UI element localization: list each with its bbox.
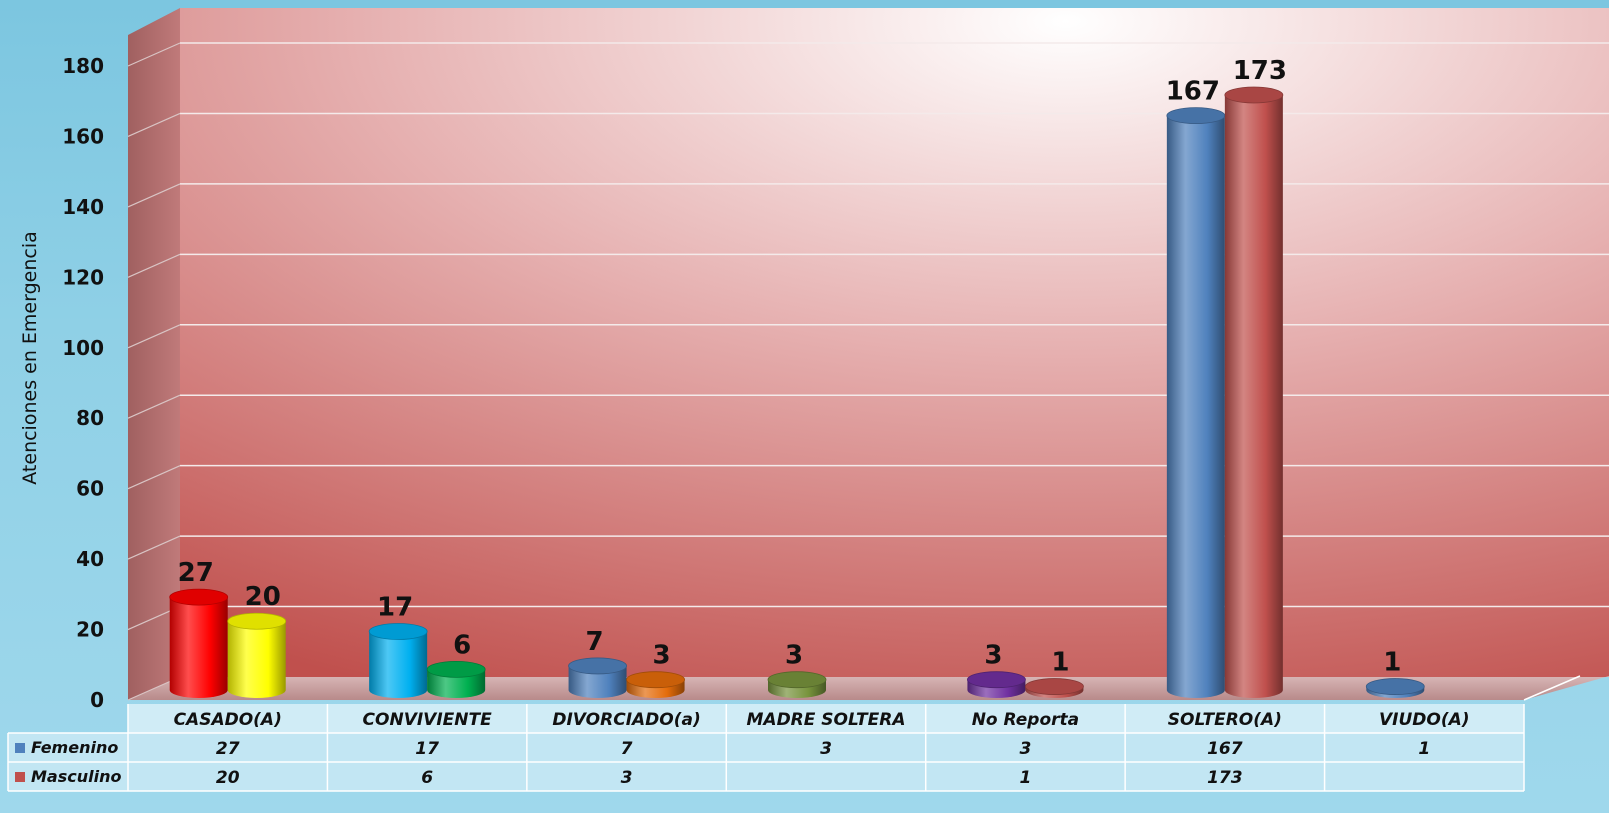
bar-top [967, 671, 1026, 689]
bar-top [626, 671, 685, 689]
table-cell: 17 [415, 739, 439, 759]
category-label: CONVIVIENTE [363, 710, 493, 730]
data-label: 3 [653, 641, 671, 671]
y-tick-label: 40 [76, 547, 104, 571]
legend-label-masculino: Masculino [31, 767, 121, 786]
bar-body [1166, 115, 1225, 698]
table-cell: 167 [1207, 739, 1243, 759]
data-label: 1 [1383, 648, 1401, 678]
table-cell: 1 [1418, 739, 1430, 759]
legend-swatch-femenino [15, 743, 25, 753]
gridline-side [127, 253, 181, 278]
category-label: DIVORCIADO(a) [552, 710, 700, 730]
bar-masculino [1025, 678, 1084, 698]
bar-top [1365, 678, 1425, 695]
table-cell: 1 [1020, 768, 1032, 788]
data-label: 17 [377, 593, 413, 623]
bar-femenino [967, 671, 1026, 698]
data-label: 167 [1166, 77, 1220, 107]
bar-top [767, 671, 827, 689]
legend-swatch-masculino [15, 772, 25, 782]
data-label: 1 [1051, 648, 1069, 678]
data-label: 7 [586, 627, 604, 657]
gridline-side [127, 465, 181, 490]
data-label: 20 [245, 582, 281, 612]
table-cell: 7 [621, 739, 633, 759]
table-cell: 27 [216, 739, 240, 759]
bar-femenino [1365, 678, 1425, 698]
y-tick-label: 60 [76, 477, 104, 501]
table-header-row [128, 704, 1524, 733]
category-label: VIUDO(A) [1379, 710, 1470, 730]
gridline-side [127, 112, 181, 137]
bar-masculino [626, 671, 685, 698]
y-axis-label: Atenciones en Emergencia [19, 231, 41, 484]
bar-top [368, 623, 428, 640]
legend-label-femenino: Femenino [31, 738, 118, 757]
gridline-side [127, 42, 181, 67]
bar-femenino [1166, 107, 1226, 698]
bar-body [1224, 95, 1283, 698]
gridline-side [127, 535, 181, 560]
y-tick-label: 20 [76, 618, 104, 642]
bar-femenino [169, 588, 229, 698]
table-cell: 20 [216, 768, 240, 788]
bar-top [426, 660, 486, 678]
y-tick-label: 180 [62, 54, 104, 78]
data-label: 3 [785, 641, 803, 671]
back-wall [180, 8, 1609, 677]
plot-walls [128, 8, 1609, 700]
bar-body [568, 665, 627, 698]
table-cell: 3 [621, 768, 633, 788]
bar-body [169, 597, 228, 698]
bar-masculino [426, 660, 486, 698]
category-label: CASADO(A) [174, 710, 282, 730]
bar-body [227, 621, 286, 698]
gridline-side [127, 183, 181, 208]
bar-top [1224, 86, 1284, 104]
bar-femenino [568, 657, 627, 698]
y-tick-label: 100 [62, 336, 104, 360]
category-label: No Reporta [972, 710, 1079, 730]
bar-top [1025, 678, 1084, 695]
table-cell: 6 [421, 768, 433, 788]
bar-top [568, 657, 627, 675]
data-label: 173 [1233, 56, 1287, 86]
bar-top [1166, 107, 1226, 125]
bar-top [169, 588, 229, 606]
table-cell: 3 [820, 739, 832, 759]
gridline-side [127, 324, 181, 349]
side-wall [128, 8, 180, 700]
bar-femenino [368, 623, 428, 698]
y-tick-label: 0 [90, 688, 104, 712]
bar-femenino [767, 671, 827, 698]
gridline-side [127, 394, 181, 419]
y-tick-label: 80 [76, 406, 104, 430]
data-label: 6 [453, 630, 471, 660]
bar-top [227, 612, 287, 630]
data-label: 27 [178, 558, 214, 588]
y-tick-label: 140 [62, 195, 104, 219]
category-label: MADRE SOLTERA [747, 710, 906, 730]
y-tick-label: 120 [62, 265, 104, 289]
bar-body [369, 631, 428, 698]
bar-masculino [227, 612, 287, 698]
data-label: 3 [984, 641, 1002, 671]
bar-masculino [1224, 86, 1284, 698]
table-cell: 3 [1020, 739, 1032, 759]
floor-edge [1523, 675, 1581, 701]
y-tick-label: 160 [62, 124, 104, 148]
table-cell: 173 [1207, 768, 1243, 788]
category-label: SOLTERO(A) [1168, 710, 1282, 730]
